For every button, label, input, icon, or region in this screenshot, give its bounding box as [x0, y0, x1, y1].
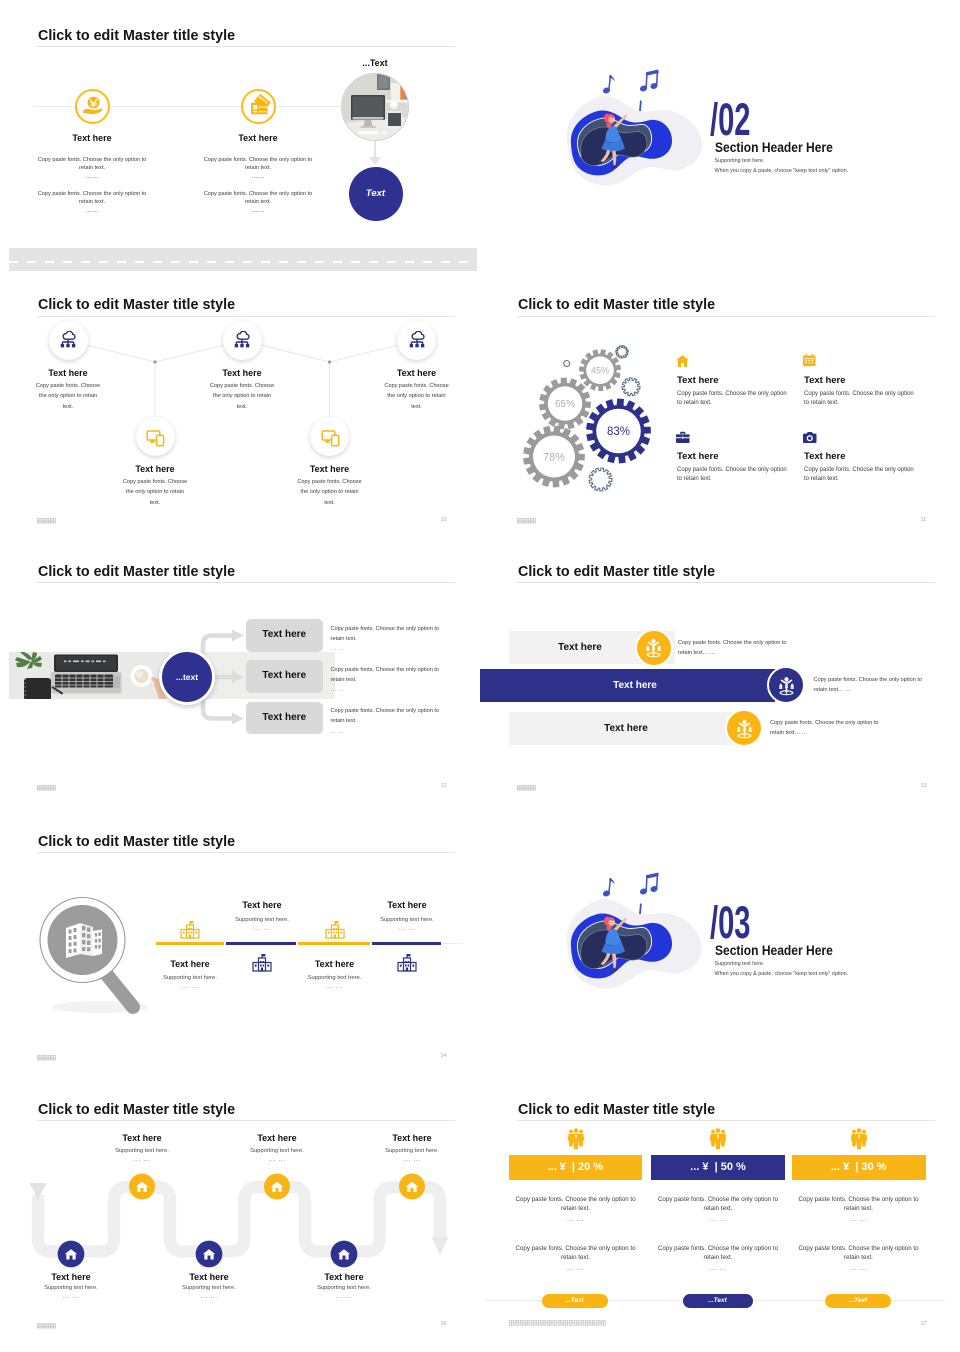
svg-text:65%: 65% [555, 399, 575, 410]
svg-text:78%: 78% [543, 451, 565, 463]
svg-text:45%: 45% [591, 365, 609, 375]
svg-text:83%: 83% [607, 426, 630, 438]
